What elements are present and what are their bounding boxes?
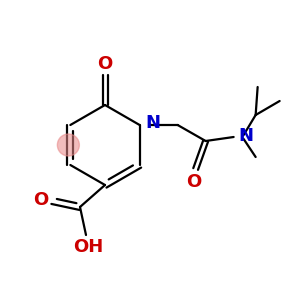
Text: N: N (146, 114, 160, 132)
Text: O: O (98, 55, 112, 73)
Text: OH: OH (73, 238, 103, 256)
Text: N: N (238, 127, 253, 145)
Circle shape (57, 134, 80, 156)
Text: O: O (33, 191, 48, 209)
Text: O: O (186, 173, 201, 191)
